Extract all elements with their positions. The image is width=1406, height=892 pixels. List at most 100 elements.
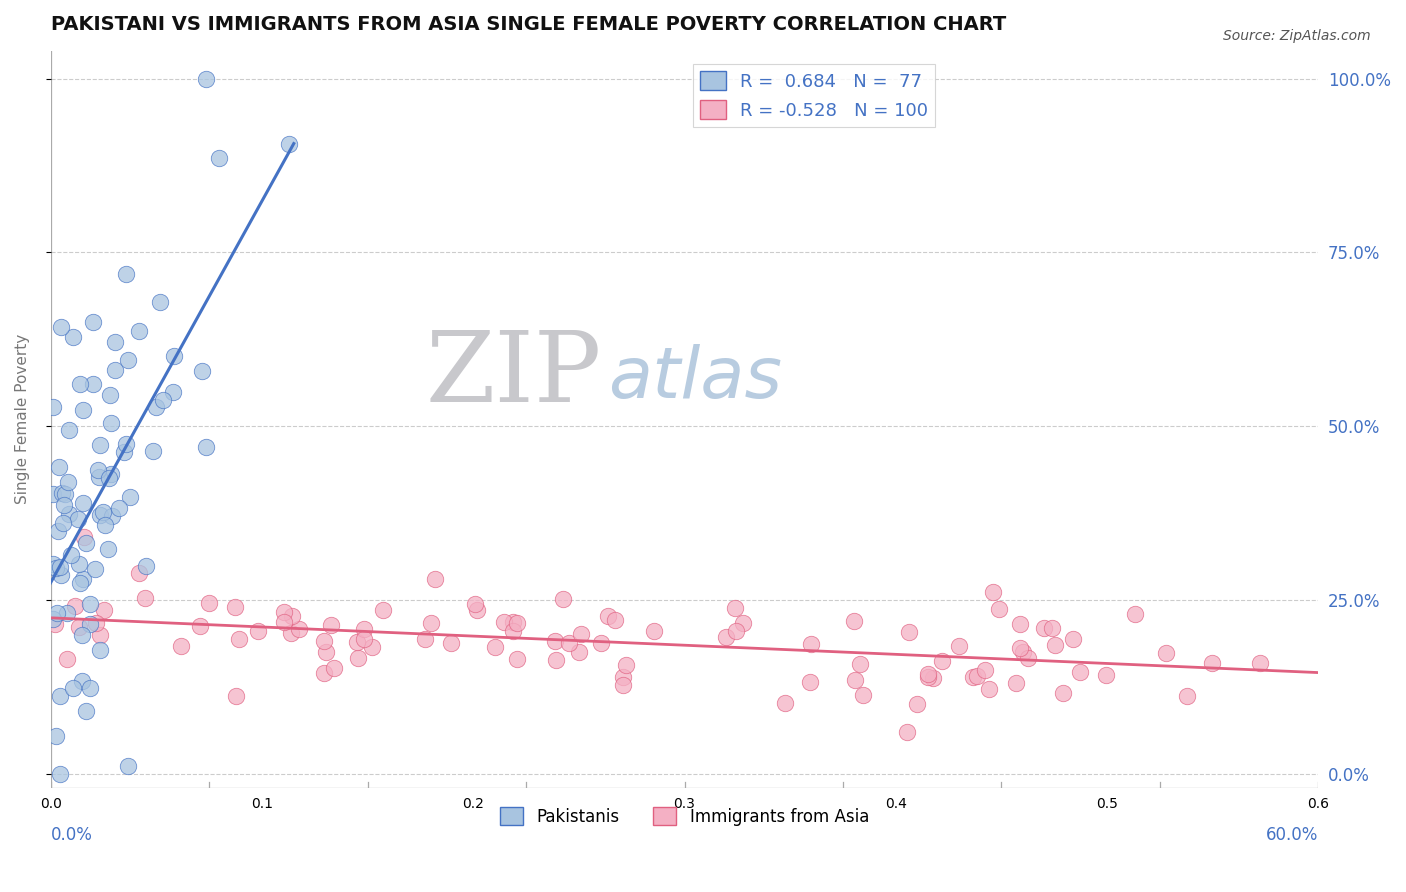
Point	[114, 436, 136, 450]
Point	[208, 151, 231, 165]
Point	[724, 601, 747, 615]
Point	[75, 536, 97, 550]
Point	[72, 628, 94, 642]
Point	[312, 634, 335, 648]
Point	[312, 666, 335, 681]
Point	[494, 615, 516, 629]
Point	[56, 606, 79, 620]
Point	[413, 632, 436, 646]
Point	[152, 393, 174, 408]
Point	[67, 557, 90, 571]
Point	[66, 512, 89, 526]
Point	[145, 400, 167, 414]
Point	[799, 674, 821, 689]
Point	[849, 657, 872, 671]
Point	[104, 334, 127, 349]
Point	[98, 388, 121, 402]
Point	[962, 670, 984, 684]
Text: Source: ZipAtlas.com: Source: ZipAtlas.com	[1223, 29, 1371, 44]
Point	[198, 596, 221, 610]
Point	[70, 673, 93, 688]
Point	[224, 600, 246, 615]
Point	[246, 624, 269, 639]
Point	[67, 620, 90, 634]
Point	[46, 606, 69, 620]
Point	[89, 438, 111, 452]
Point	[58, 475, 80, 490]
Point	[100, 509, 122, 524]
Point	[544, 653, 567, 667]
Point	[42, 487, 65, 501]
Point	[917, 670, 939, 684]
Point	[44, 729, 66, 743]
Point	[91, 505, 114, 519]
Point	[79, 681, 101, 695]
Point	[93, 603, 115, 617]
Point	[425, 573, 447, 587]
Point	[353, 632, 375, 646]
Point	[966, 669, 988, 683]
Point	[281, 609, 304, 624]
Point	[1005, 675, 1028, 690]
Point	[69, 576, 91, 591]
Point	[896, 725, 918, 739]
Point	[852, 688, 875, 702]
Point	[373, 603, 395, 617]
Point	[569, 627, 592, 641]
Point	[112, 444, 135, 458]
Point	[931, 654, 953, 668]
Point	[1017, 651, 1039, 665]
Point	[72, 572, 94, 586]
Point	[86, 615, 108, 630]
Point	[82, 315, 104, 329]
Point	[1040, 621, 1063, 635]
Point	[59, 548, 82, 562]
Point	[42, 400, 65, 414]
Point	[149, 294, 172, 309]
Point	[82, 376, 104, 391]
Text: 0.0%: 0.0%	[51, 826, 93, 844]
Point	[97, 542, 120, 557]
Point	[228, 632, 250, 646]
Point	[844, 673, 866, 688]
Point	[162, 385, 184, 400]
Point	[100, 416, 122, 430]
Point	[544, 633, 567, 648]
Point	[62, 681, 84, 695]
Point	[89, 508, 111, 523]
Legend: Pakistanis, Immigrants from Asia: Pakistanis, Immigrants from Asia	[494, 800, 876, 832]
Point	[45, 561, 67, 575]
Point	[973, 663, 995, 677]
Point	[1010, 641, 1032, 656]
Point	[170, 639, 193, 653]
Point	[134, 591, 156, 606]
Point	[73, 531, 96, 545]
Point	[1052, 686, 1074, 700]
Point	[361, 640, 384, 654]
Point	[142, 443, 165, 458]
Point	[51, 568, 73, 582]
Point	[1125, 607, 1147, 621]
Point	[44, 616, 66, 631]
Point	[58, 508, 80, 522]
Point	[114, 267, 136, 281]
Point	[273, 615, 295, 629]
Point	[117, 352, 139, 367]
Point	[277, 136, 299, 151]
Point	[897, 625, 920, 640]
Point	[51, 486, 73, 500]
Text: 60.0%: 60.0%	[1265, 826, 1319, 844]
Point	[48, 459, 70, 474]
Point	[612, 669, 634, 683]
Point	[506, 652, 529, 666]
Point	[87, 469, 110, 483]
Point	[98, 471, 121, 485]
Point	[188, 619, 211, 633]
Point	[89, 628, 111, 642]
Point	[273, 605, 295, 619]
Point	[52, 516, 75, 531]
Point	[731, 615, 754, 630]
Point	[72, 496, 94, 510]
Point	[42, 612, 65, 626]
Point	[922, 672, 945, 686]
